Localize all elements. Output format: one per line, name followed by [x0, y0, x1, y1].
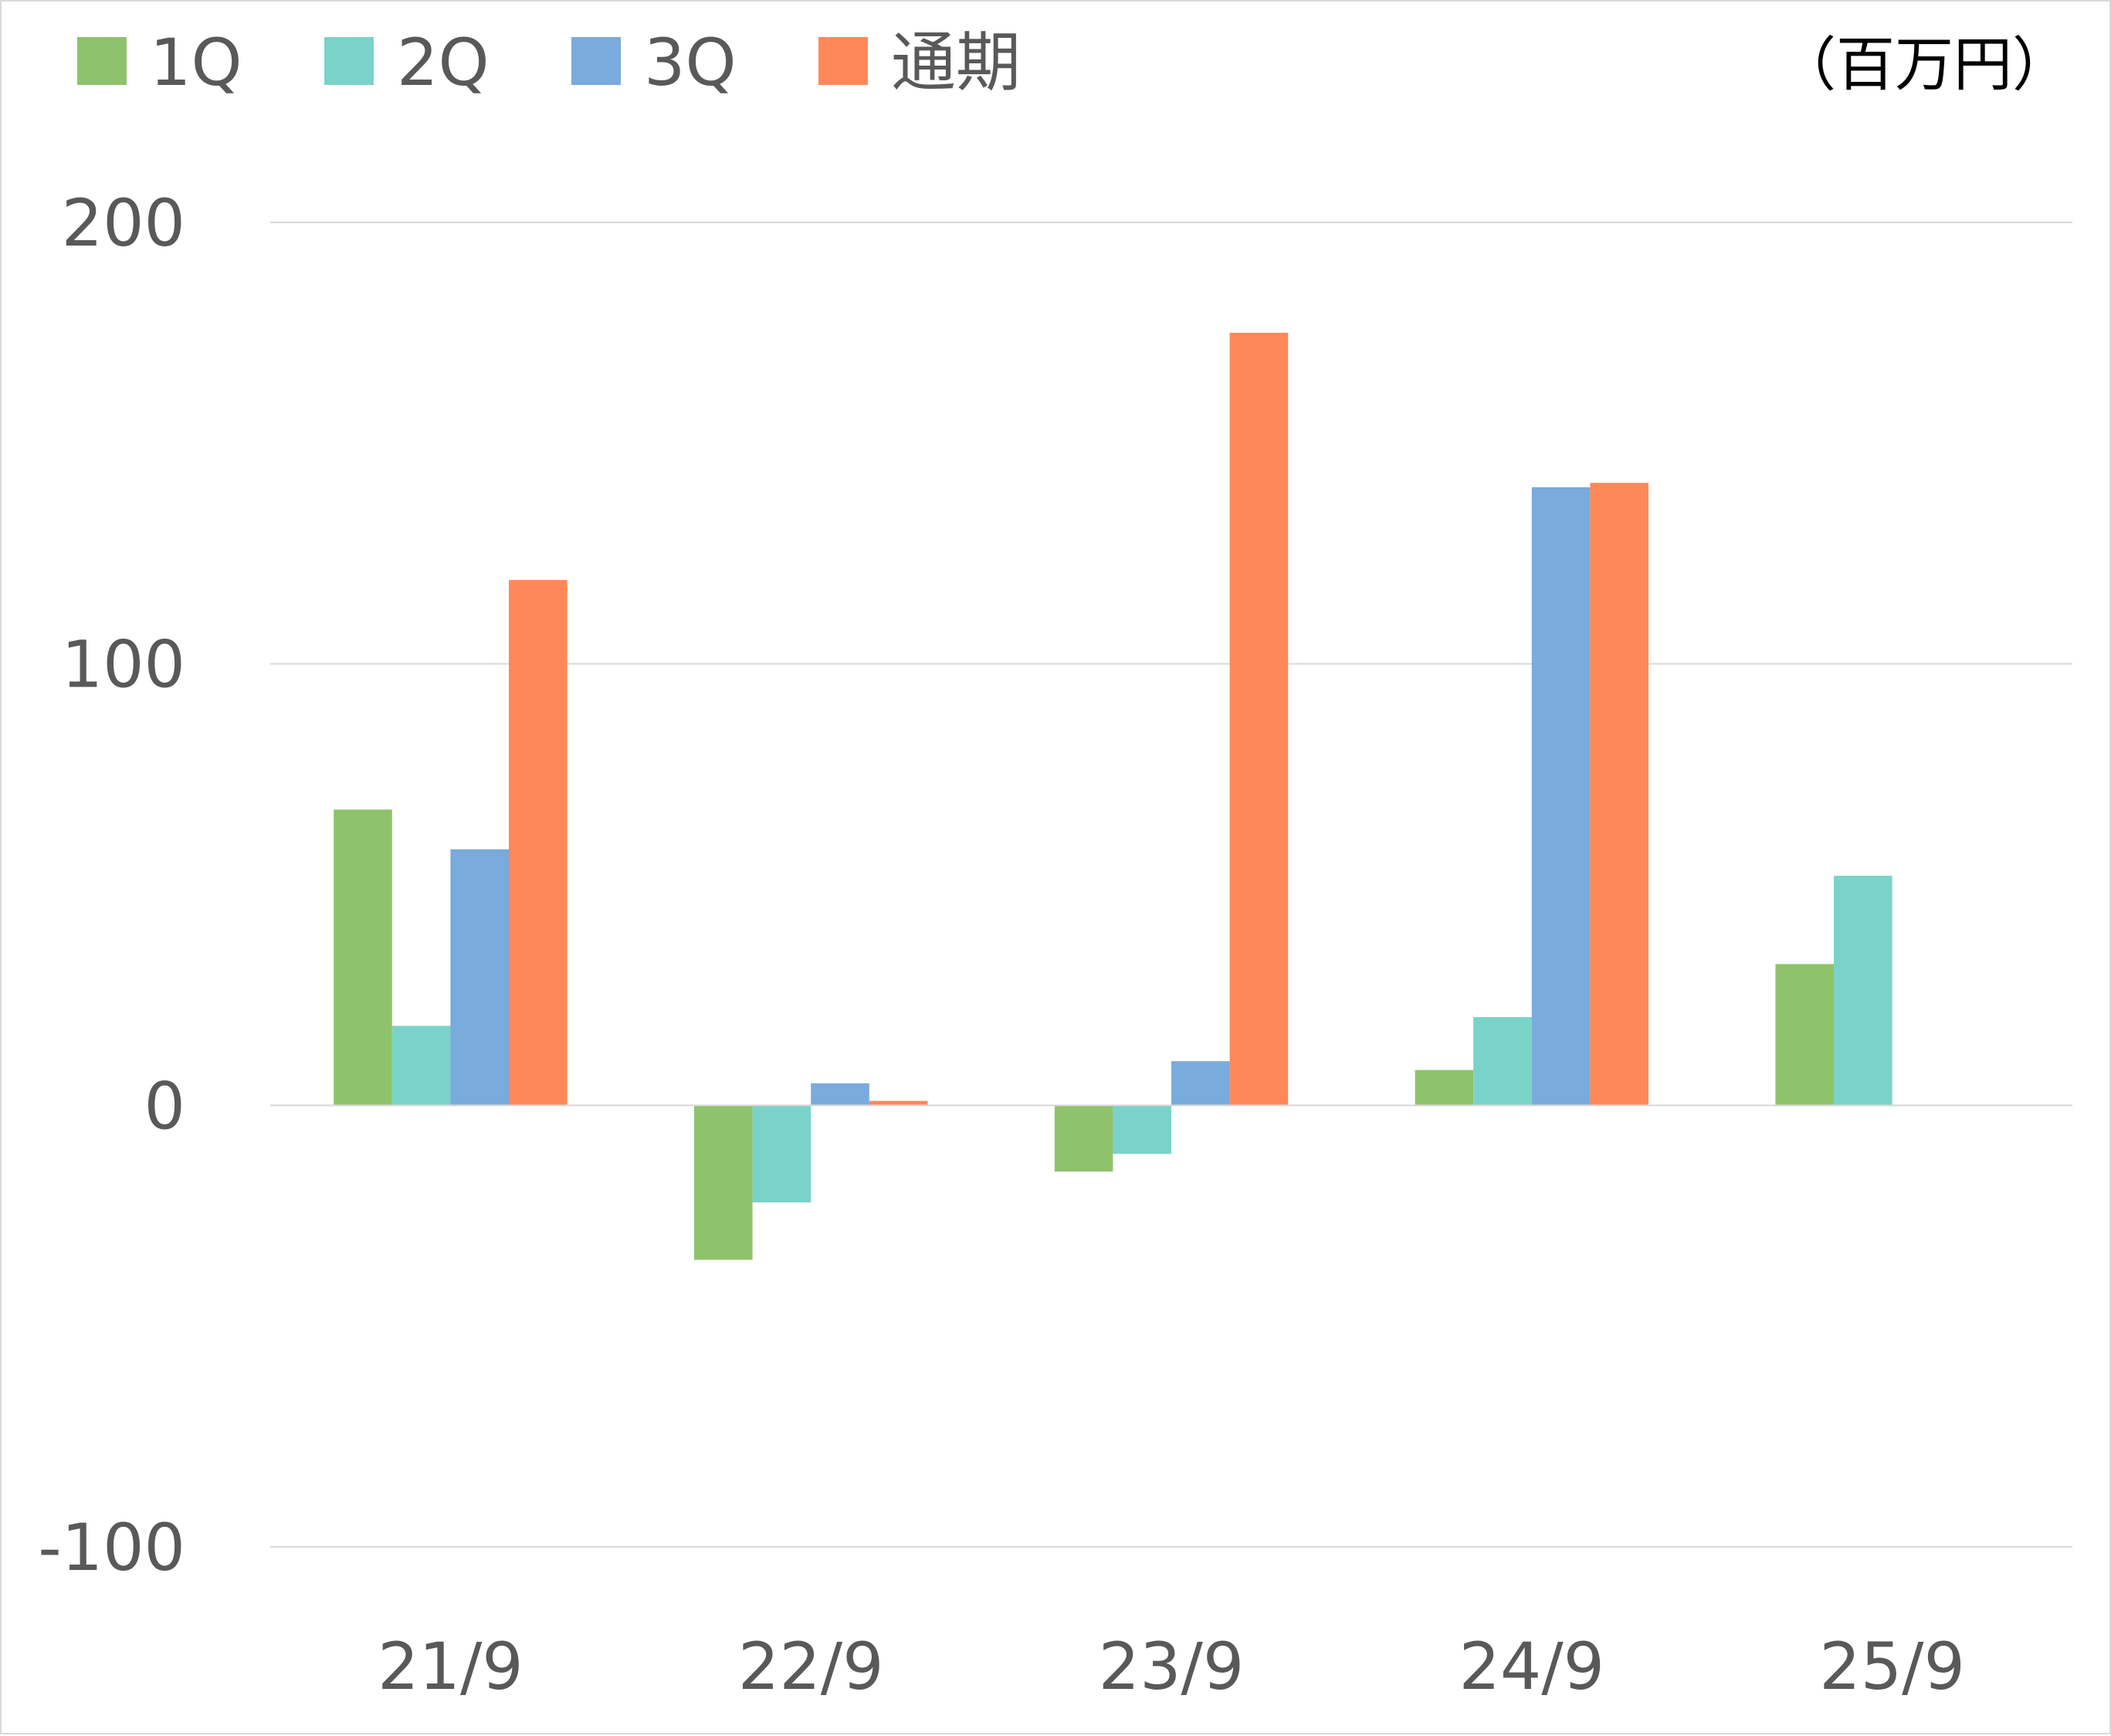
x-axis: 21/9 22/9 23/9 24/9 25/9 — [378, 1629, 1965, 1704]
bars — [270, 332, 2072, 1260]
bar-25-9-2Q — [1834, 876, 1892, 1106]
legend-swatch-2Q — [324, 37, 374, 85]
bar-21-9-2Q — [391, 1026, 451, 1106]
legend-label: 通期 — [891, 25, 1021, 100]
legend-swatch-1Q — [77, 37, 127, 85]
y-tick-label: 100 — [62, 627, 185, 703]
legend: 1Q 2Q 3Q 通期 — [77, 25, 1021, 100]
bar-25-9-1Q — [1775, 964, 1834, 1106]
bar-23-9-1Q — [1054, 1105, 1113, 1172]
bar-22-9-3Q — [811, 1083, 869, 1106]
bar-23-9-通期 — [1229, 332, 1289, 1106]
y-tick-label: -100 — [38, 1510, 185, 1585]
bar-24-9-1Q — [1415, 1070, 1474, 1106]
bar-22-9-通期 — [869, 1100, 928, 1106]
legend-label: 2Q — [397, 25, 490, 100]
bar-23-9-3Q — [1171, 1061, 1230, 1106]
bar-21-9-1Q — [334, 809, 392, 1106]
legend-label: 3Q — [644, 25, 737, 100]
y-axis: 200 100 0 -100 — [38, 185, 185, 1585]
bar-24-9-通期 — [1590, 483, 1648, 1106]
legend-swatch-通期 — [818, 37, 868, 85]
bar-21-9-通期 — [509, 580, 568, 1106]
x-tick-label: 25/9 — [1819, 1629, 1965, 1704]
x-tick-label: 24/9 — [1459, 1629, 1604, 1704]
legend-label: 1Q — [150, 25, 242, 100]
x-tick-label: 23/9 — [1099, 1629, 1245, 1704]
bar-22-9-1Q — [694, 1105, 753, 1260]
y-tick-label: 0 — [144, 1068, 185, 1144]
legend-swatch-3Q — [571, 37, 621, 85]
x-tick-label: 21/9 — [378, 1629, 524, 1704]
bar-24-9-2Q — [1473, 1017, 1532, 1106]
unit-label: （百万円） — [1777, 30, 2071, 99]
bar-21-9-3Q — [450, 849, 509, 1106]
bar-24-9-3Q — [1531, 487, 1591, 1106]
x-tick-label: 22/9 — [738, 1629, 884, 1704]
y-tick-label: 200 — [62, 185, 185, 261]
bar-22-9-2Q — [752, 1105, 812, 1203]
bar-23-9-2Q — [1113, 1105, 1171, 1155]
